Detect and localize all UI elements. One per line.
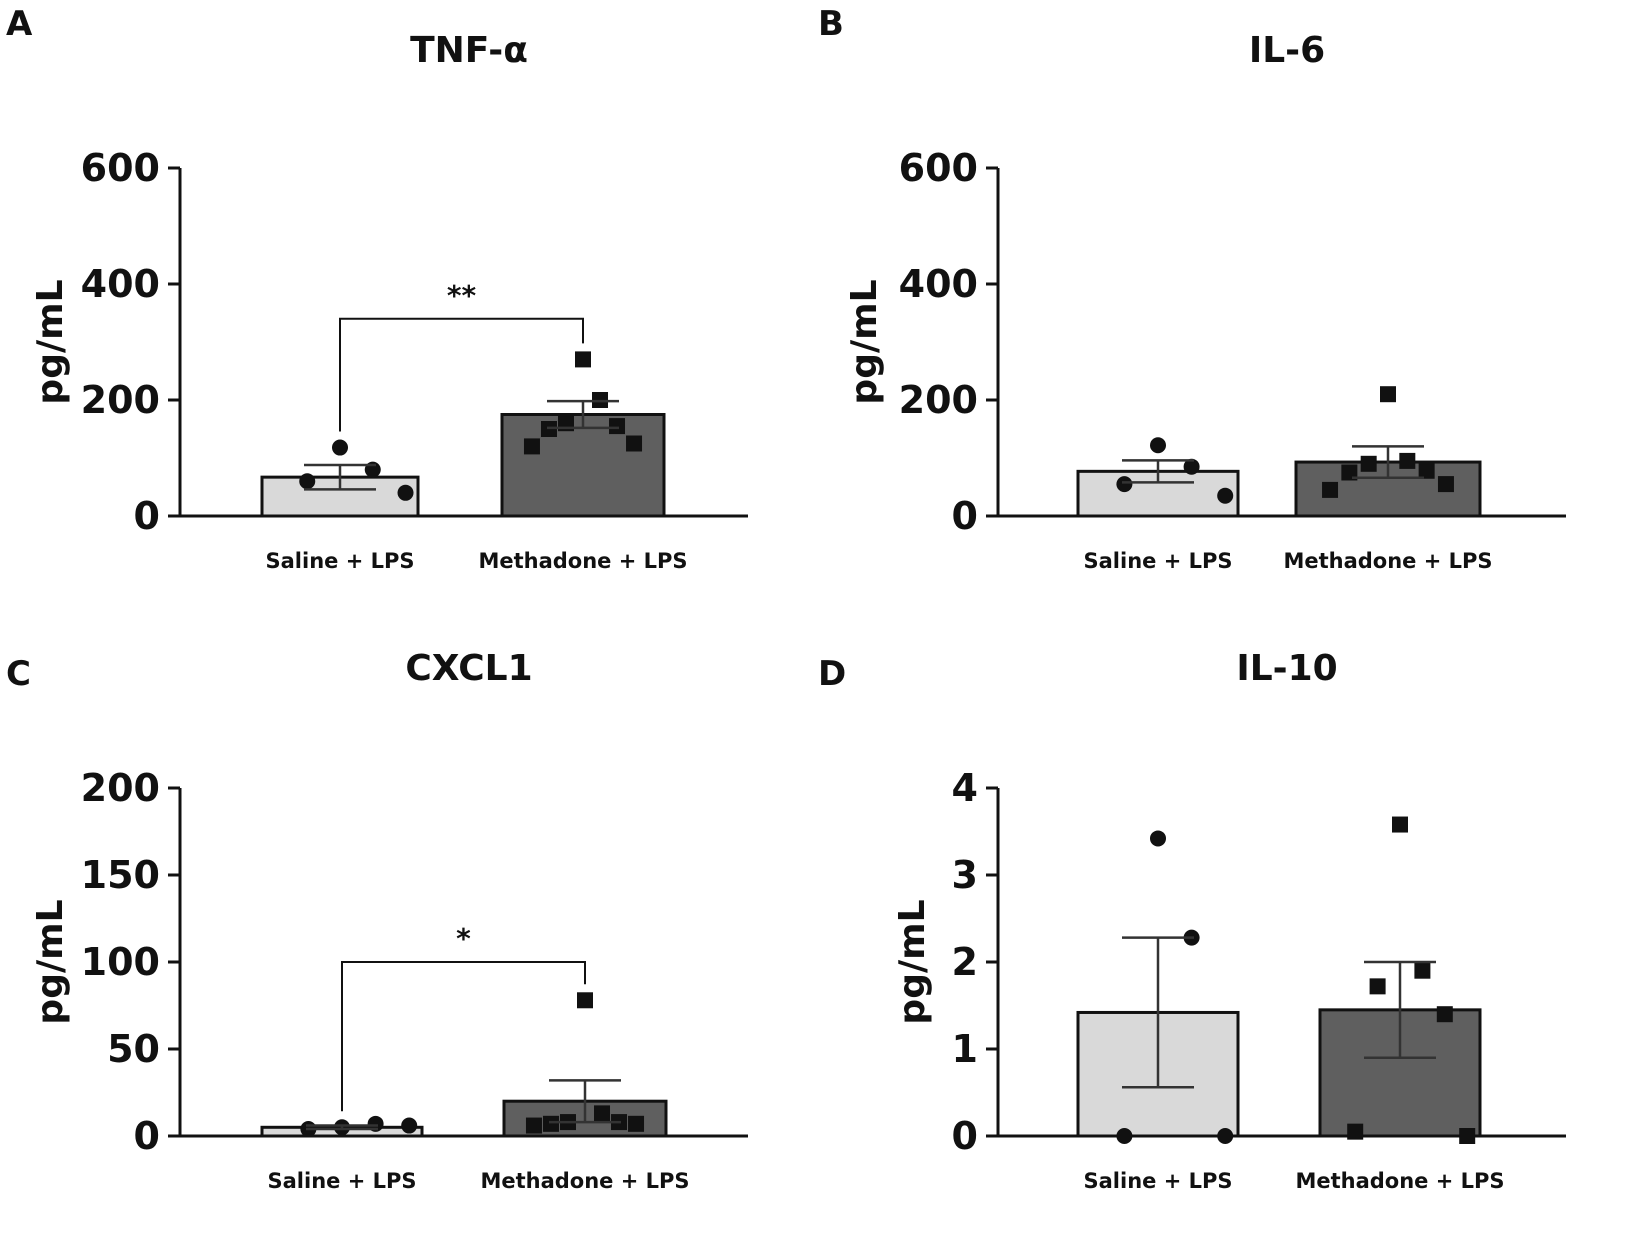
data-point	[397, 484, 414, 501]
data-point	[1459, 1128, 1476, 1144]
data-point	[542, 1115, 559, 1132]
panel-a: A TNF-α pg/mL 0 200 400 600 Saline + LPS Methad…	[0, 0, 814, 618]
chart-title: CXCL1	[405, 648, 532, 689]
y-tick-label: 0	[134, 494, 160, 538]
panel-b: B IL-6 pg/mL 0 200 400 600 Saline + LPS Methado…	[814, 0, 1628, 618]
y-axis-label: pg/mL	[30, 899, 71, 1024]
data-point	[299, 473, 316, 490]
panel-d: D IL-10 pg/mL 0 1 2 3 4 Saline + LPS Methadone +…	[814, 618, 1628, 1236]
data-point	[401, 1117, 418, 1134]
data-point	[628, 1115, 645, 1132]
x-category-label: Saline + LPS	[1084, 549, 1233, 573]
data-point	[1380, 386, 1396, 403]
data-point	[1414, 962, 1431, 979]
data-point	[609, 418, 626, 435]
y-tick-label: 50	[107, 1027, 160, 1071]
significance-label: **	[447, 279, 477, 312]
significance-label: *	[456, 922, 471, 955]
x-category-label: Saline + LPS	[1084, 1169, 1233, 1193]
data-point	[332, 439, 348, 456]
chart-b: IL-6 pg/mL 0 200 400 600 Saline + LPS Methadone…	[844, 30, 1566, 573]
y-tick-label: 600	[81, 146, 160, 190]
chart-c: CXCL1 pg/mL 0 50 100 150 200 Saline + LPS Methad…	[30, 648, 748, 1193]
data-point	[1369, 978, 1386, 995]
y-tick-label: 200	[81, 766, 160, 810]
chart-title: IL-6	[1249, 30, 1325, 71]
x-category-label: Methadone + LPS	[480, 1169, 689, 1193]
data-point	[594, 1105, 611, 1122]
chart-a: TNF-α pg/mL 0 200 400 600 Saline + LPS Methadon…	[30, 30, 748, 573]
data-point	[1150, 437, 1166, 454]
y-tick-label: 400	[81, 262, 160, 306]
y-axis-label: pg/mL	[892, 899, 933, 1024]
y-tick-label: 200	[899, 378, 978, 422]
data-point	[1392, 816, 1408, 833]
data-point	[1437, 476, 1454, 493]
data-point	[1418, 462, 1435, 479]
data-point	[1399, 452, 1416, 469]
y-tick-label: 400	[899, 262, 978, 306]
y-tick-label: 3	[952, 853, 978, 897]
data-point	[1360, 455, 1377, 472]
y-tick-label: 200	[81, 378, 160, 422]
x-category-label: Saline + LPS	[266, 549, 415, 573]
panel-letter: A	[6, 4, 33, 44]
y-axis-label: pg/mL	[30, 279, 71, 404]
y-tick-label: 1	[952, 1027, 978, 1071]
y-axis-label: pg/mL	[844, 279, 885, 404]
panel-c: C CXCL1 pg/mL 0 50 100 150 200 Saline + LPS Meth…	[0, 618, 814, 1236]
data-point	[1436, 1006, 1453, 1023]
significance-bracket	[339, 317, 584, 432]
data-point	[525, 1117, 542, 1134]
data-point	[1116, 476, 1133, 493]
panel-letter: D	[818, 654, 847, 694]
y-tick-label: 100	[81, 940, 160, 984]
y-tick-label: 600	[899, 146, 978, 190]
panel-letter: B	[818, 4, 844, 44]
data-point	[1150, 830, 1166, 847]
bar	[500, 413, 666, 518]
data-point	[523, 438, 540, 455]
chart-d: IL-10 pg/mL 0 1 2 3 4 Saline + LPS Methadone + L…	[892, 648, 1566, 1193]
data-point	[1217, 1128, 1234, 1144]
x-category-label: Methadone + LPS	[1283, 549, 1492, 573]
bar	[1318, 1008, 1482, 1138]
y-tick-label: 0	[134, 1114, 160, 1158]
panel-letter: C	[6, 654, 31, 694]
x-category-label: Methadone + LPS	[478, 549, 687, 573]
x-category-label: Methadone + LPS	[1295, 1169, 1504, 1193]
data-point	[575, 351, 591, 368]
data-point	[1116, 1128, 1133, 1144]
y-tick-label: 2	[952, 940, 978, 984]
y-tick-label: 150	[81, 853, 160, 897]
data-point	[626, 435, 643, 452]
chart-title: TNF-α	[410, 30, 528, 71]
y-tick-label: 4	[952, 766, 978, 810]
data-point	[1347, 1123, 1364, 1140]
data-point	[1217, 487, 1234, 504]
y-tick-label: 0	[952, 494, 978, 538]
data-point	[1183, 458, 1200, 475]
data-point	[577, 992, 593, 1009]
significance-bracket	[341, 961, 586, 1112]
chart-title: IL-10	[1236, 648, 1337, 689]
x-category-label: Saline + LPS	[268, 1169, 417, 1193]
data-point	[1322, 481, 1339, 498]
y-tick-label: 0	[952, 1114, 978, 1158]
